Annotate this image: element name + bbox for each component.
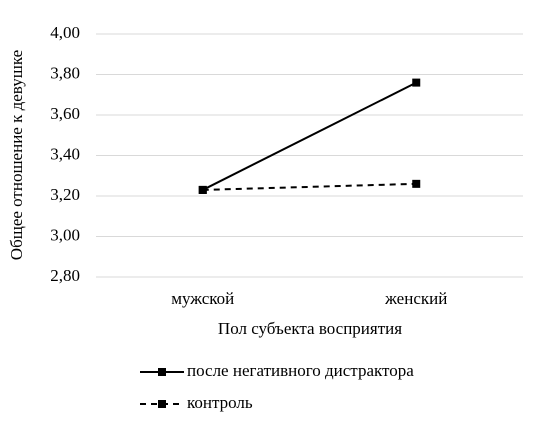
legend-marker <box>158 368 166 376</box>
legend-label: контроль <box>187 393 253 412</box>
y-tick-label: 3,60 <box>50 104 80 123</box>
series-line <box>202 81 417 191</box>
y-tick-label: 3,40 <box>50 144 80 163</box>
y-tick-label: 2,80 <box>50 266 80 285</box>
marker <box>412 78 421 87</box>
x-tick-label: мужской <box>171 289 234 308</box>
legend-marker <box>158 400 166 408</box>
legend-label: после негативного дистрактора <box>187 361 414 380</box>
y-tick-label: 3,20 <box>50 185 80 204</box>
y-tick-label: 3,80 <box>50 63 80 82</box>
y-tick-label: 4,00 <box>50 23 80 42</box>
series-line <box>202 182 417 191</box>
marker <box>412 179 421 188</box>
marker <box>198 185 207 194</box>
x-tick-label: женский <box>384 289 447 308</box>
y-axis-label: Общее отношение к девушке <box>7 50 26 260</box>
y-tick-label: 3,00 <box>50 225 80 244</box>
x-axis-label: Пол субъекта восприятия <box>218 319 402 338</box>
